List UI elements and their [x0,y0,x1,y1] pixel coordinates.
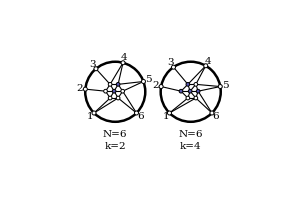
Circle shape [159,85,163,89]
Circle shape [116,96,120,100]
Text: 2: 2 [152,81,159,90]
Circle shape [94,67,98,71]
Text: 5: 5 [222,81,229,90]
Text: 3: 3 [89,60,96,69]
Circle shape [108,82,112,86]
Circle shape [172,65,176,69]
Circle shape [108,96,112,100]
Circle shape [83,87,87,91]
Circle shape [196,89,200,93]
Circle shape [194,82,198,86]
Circle shape [92,111,96,115]
Circle shape [121,61,125,65]
Text: 3: 3 [167,58,174,67]
Circle shape [186,96,190,100]
Circle shape [134,111,139,115]
Circle shape [194,96,198,100]
Text: 5: 5 [145,75,152,84]
Circle shape [112,89,116,93]
Text: 4: 4 [121,53,128,62]
Circle shape [104,89,107,93]
Circle shape [121,89,124,93]
Circle shape [210,111,214,115]
Text: N=6
k=2: N=6 k=2 [103,130,128,151]
Text: 6: 6 [137,112,144,121]
Text: 4: 4 [205,57,212,66]
Text: 1: 1 [162,112,169,121]
Text: N=6
k=4: N=6 k=4 [178,130,203,151]
Text: 1: 1 [87,112,94,121]
Circle shape [218,85,222,89]
Circle shape [204,64,208,68]
Text: 2: 2 [76,84,83,93]
Circle shape [167,111,172,115]
Text: 6: 6 [212,112,219,121]
Circle shape [188,89,192,93]
Circle shape [116,82,120,86]
Circle shape [142,79,146,83]
Circle shape [186,82,190,86]
Circle shape [179,89,183,93]
